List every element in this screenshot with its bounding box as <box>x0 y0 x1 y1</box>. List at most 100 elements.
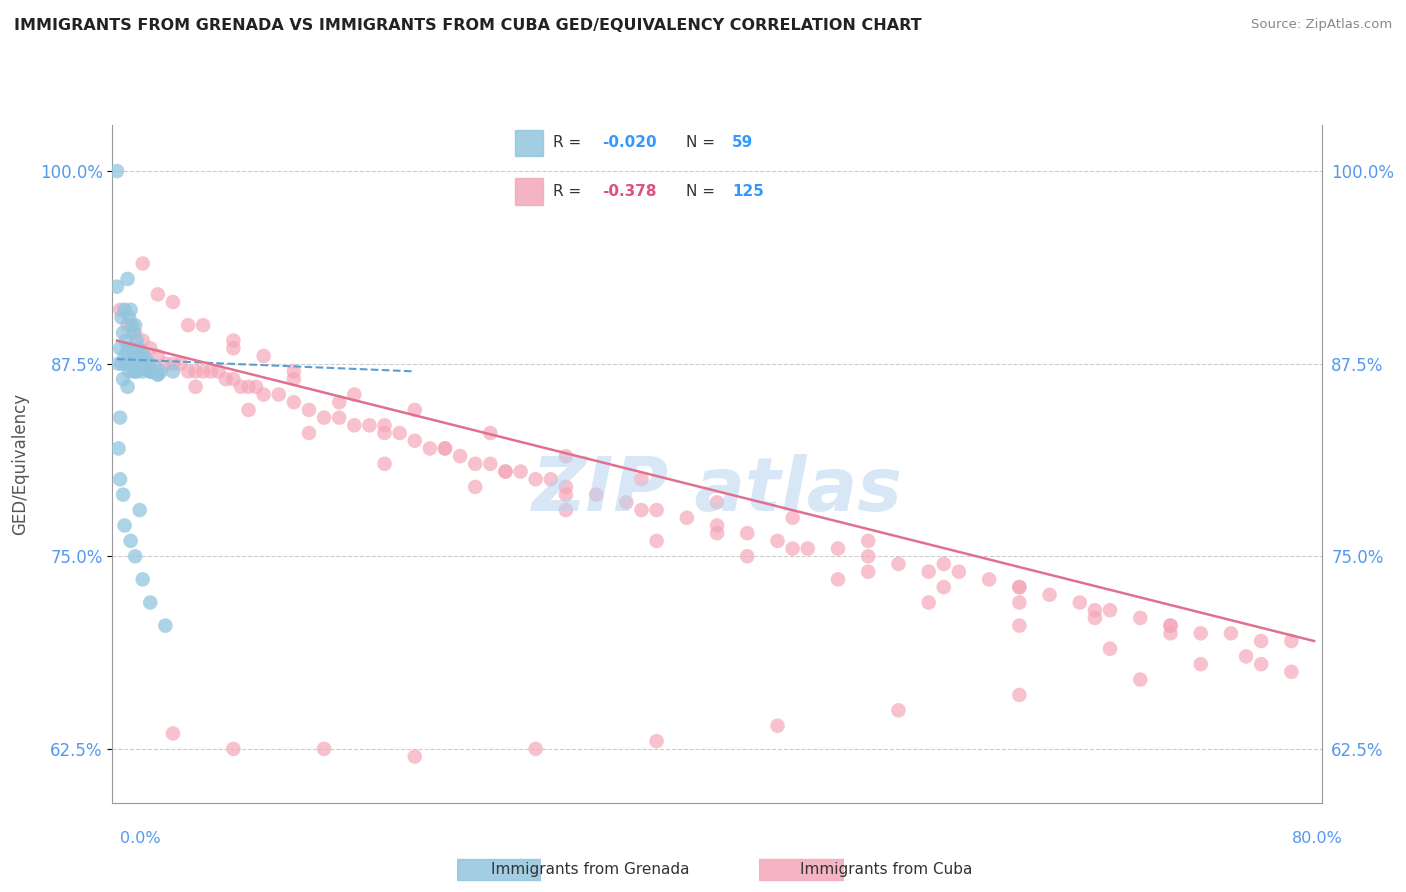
Point <box>540 472 562 486</box>
Point <box>128 349 150 363</box>
Point <box>328 410 350 425</box>
Point <box>554 449 576 463</box>
Point <box>177 364 200 378</box>
Point <box>1281 665 1303 679</box>
Point <box>419 442 441 456</box>
Text: IMMIGRANTS FROM GRENADA VS IMMIGRANTS FROM CUBA GED/EQUIVALENCY CORRELATION CHAR: IMMIGRANTS FROM GRENADA VS IMMIGRANTS FR… <box>14 18 922 33</box>
Point <box>1099 641 1122 656</box>
Point <box>222 742 245 756</box>
Point <box>132 346 155 360</box>
Point <box>1159 618 1181 632</box>
Point <box>107 442 129 456</box>
Point <box>125 364 148 378</box>
Point <box>766 719 789 733</box>
Point <box>215 372 238 386</box>
Point <box>118 349 141 363</box>
Point <box>1069 595 1091 609</box>
Point <box>146 368 169 382</box>
Text: ZIP atlas: ZIP atlas <box>531 454 903 527</box>
Point <box>343 387 366 401</box>
Point <box>184 364 207 378</box>
Point <box>918 565 941 579</box>
Point <box>117 380 139 394</box>
Point <box>141 364 163 378</box>
Point <box>827 573 849 587</box>
Point <box>932 580 955 594</box>
Text: -0.378: -0.378 <box>602 184 657 199</box>
Point <box>1189 626 1212 640</box>
Point <box>121 357 143 371</box>
Point <box>114 302 136 317</box>
Point <box>207 364 229 378</box>
Point <box>283 395 305 409</box>
Point <box>449 449 471 463</box>
Point <box>118 310 141 325</box>
Point <box>464 480 486 494</box>
Point <box>135 352 157 367</box>
Point <box>858 533 880 548</box>
Point <box>105 164 128 178</box>
Point <box>125 364 148 378</box>
Text: 80.0%: 80.0% <box>1292 831 1343 846</box>
Point <box>343 418 366 433</box>
Text: Immigrants from Cuba: Immigrants from Cuba <box>800 863 972 877</box>
Text: Immigrants from Grenada: Immigrants from Grenada <box>491 863 690 877</box>
Point <box>121 318 143 333</box>
Point <box>124 549 146 564</box>
Point <box>122 326 145 340</box>
Point <box>146 287 169 301</box>
Point <box>139 341 162 355</box>
Point <box>146 349 169 363</box>
Point <box>554 480 576 494</box>
Point <box>120 302 142 317</box>
Point <box>146 368 169 382</box>
Point <box>1008 580 1031 594</box>
Point <box>630 503 652 517</box>
Point <box>117 318 139 333</box>
Point <box>143 359 166 374</box>
Point <box>121 357 143 371</box>
Text: 125: 125 <box>733 184 763 199</box>
Point <box>124 326 146 340</box>
Point <box>162 357 184 371</box>
Point <box>136 361 159 376</box>
Point <box>979 573 1001 587</box>
Point <box>105 279 128 293</box>
Point <box>177 318 200 333</box>
Point <box>169 357 191 371</box>
Point <box>374 418 396 433</box>
Point <box>267 387 290 401</box>
Point <box>132 361 155 376</box>
Point <box>887 557 910 571</box>
Text: R =: R = <box>553 184 586 199</box>
Point <box>524 742 547 756</box>
Point <box>114 518 136 533</box>
Point <box>124 357 146 371</box>
Point <box>117 341 139 355</box>
Point <box>238 403 260 417</box>
Point <box>132 256 155 270</box>
Y-axis label: GED/Equivalency: GED/Equivalency <box>11 392 28 535</box>
Point <box>404 749 426 764</box>
Point <box>585 488 607 502</box>
Point <box>184 380 207 394</box>
Point <box>200 364 222 378</box>
Point <box>737 526 759 541</box>
Text: -0.020: -0.020 <box>602 136 657 151</box>
Point <box>495 465 517 479</box>
Text: 59: 59 <box>733 136 754 151</box>
Point <box>112 488 135 502</box>
Point <box>222 334 245 348</box>
Point <box>129 352 152 367</box>
Bar <box>516 129 543 156</box>
Point <box>110 357 132 371</box>
Point <box>328 395 350 409</box>
Point <box>162 295 184 310</box>
Point <box>122 364 145 378</box>
Point <box>827 541 849 556</box>
Point <box>1159 626 1181 640</box>
Point <box>554 488 576 502</box>
Point <box>359 418 381 433</box>
Point <box>388 425 411 440</box>
Point <box>782 510 804 524</box>
